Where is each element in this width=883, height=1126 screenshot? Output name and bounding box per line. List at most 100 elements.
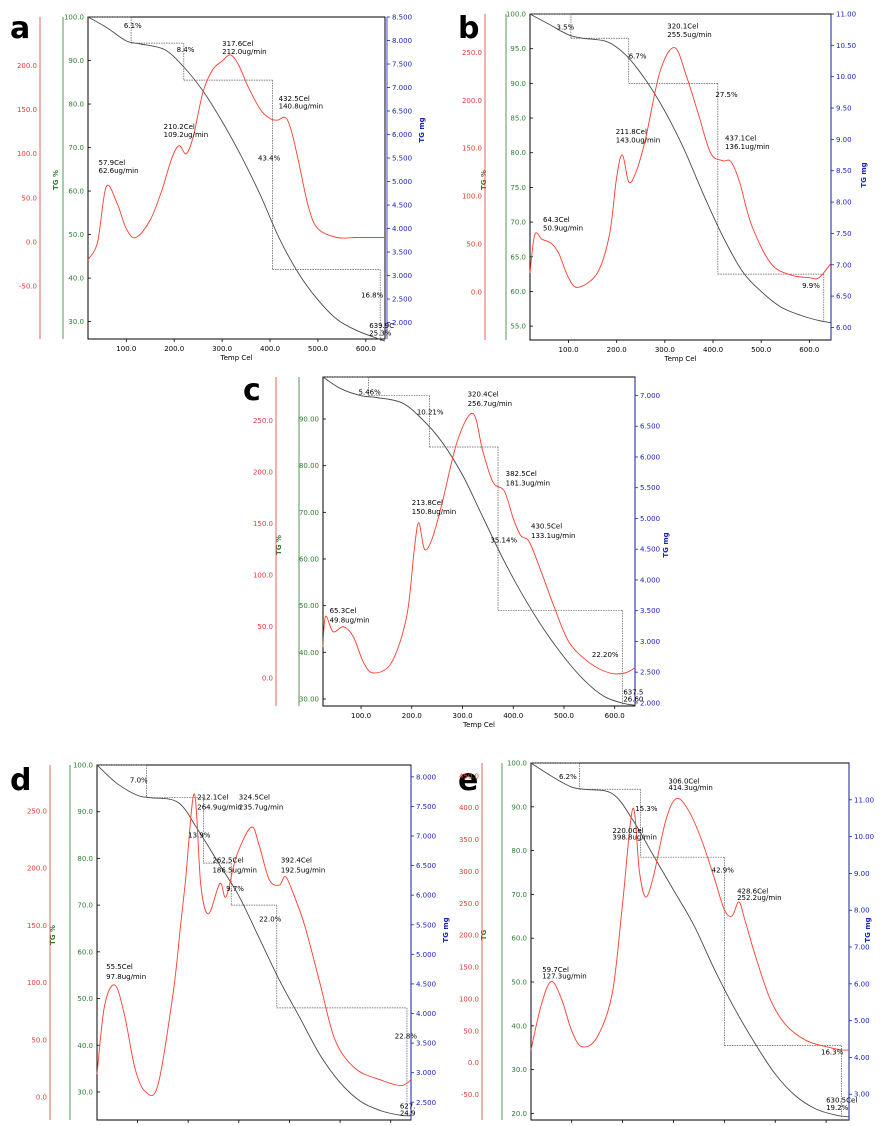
mg-tick-label: 2.500 <box>392 296 412 304</box>
mg-tick-label: 8.00 <box>854 907 870 915</box>
peak-annotation: 213.8Cel <box>412 499 443 507</box>
dtg-tick-label: 150.0 <box>17 106 37 114</box>
mg-tick-label: 8.50 <box>836 167 852 175</box>
tg-tick-label: 80.0 <box>511 847 527 855</box>
peak-annotation: 320.4Cel <box>468 391 499 399</box>
peak-annotation: 22.20% <box>592 651 619 659</box>
mg-tick-label: 9.00 <box>836 136 852 144</box>
mg-tick-label: 7.500 <box>416 803 436 811</box>
peak-annotation: 25.3% <box>369 330 392 338</box>
dtg-tick-label: 50.0 <box>257 623 273 631</box>
peak-annotation: 16.8% <box>361 292 384 300</box>
mg-tick-label: 5.500 <box>416 921 436 929</box>
dtg-tick-label: 150.0 <box>459 964 479 972</box>
peak-annotation: 324.5Cel <box>239 793 270 801</box>
dtg-tick-label: 150.0 <box>27 922 47 930</box>
plot-frame <box>87 16 386 340</box>
peak-annotation: 140.8ug/min <box>279 103 323 111</box>
peak-annotation: 43.4% <box>258 155 281 163</box>
tg-tick-label: 90.0 <box>77 808 93 816</box>
mg-tick-label: 5.000 <box>640 515 660 523</box>
peak-annotation: 6.2% <box>559 773 577 781</box>
mg-axis-title: TG mg <box>442 917 450 942</box>
tg-tick-label: 70.0 <box>510 219 526 227</box>
peak-annotation: 414.3ug/min <box>668 784 712 792</box>
mg-tick-label: 8.000 <box>416 773 436 781</box>
mg-tick-label: 6.500 <box>640 423 660 431</box>
x-tick-label: 400.0 <box>503 712 523 720</box>
peak-annotation: 255.5ug/min <box>667 31 711 39</box>
mg-tick-label: 5.000 <box>416 951 436 959</box>
mg-tick-label: 9.00 <box>854 870 870 878</box>
tg-axis-title: TG % <box>480 170 488 190</box>
mg-tick-label: 7.00 <box>854 944 870 952</box>
mg-tick-label: 2.500 <box>416 1099 436 1107</box>
tg-tick-label: 50.0 <box>511 979 527 987</box>
dtg-tick-label: 100.0 <box>17 150 37 158</box>
dtg-tick-label: 200.0 <box>27 865 47 873</box>
mg-tick-label: 2.000 <box>392 319 412 327</box>
peak-annotation: 13.9% <box>188 831 211 839</box>
tg-tick-label: 50.0 <box>77 995 93 1003</box>
peak-annotation: 430.5Cel <box>531 523 562 531</box>
dtg-curve <box>530 797 850 1051</box>
dtg-tick-label: 200.0 <box>17 62 37 70</box>
mg-tick-label: 4.000 <box>392 225 412 233</box>
mg-tick-label: 7.000 <box>416 833 436 841</box>
peak-annotation: 235.7ug/min <box>239 804 283 812</box>
tg-tick-label: 30.0 <box>68 318 84 326</box>
mg-tick-label: 11.00 <box>836 11 856 19</box>
mg-tick-label: 5.500 <box>640 484 660 492</box>
peak-annotation: 3.5% <box>556 23 574 31</box>
dtg-tick-label: 200.0 <box>253 468 273 476</box>
tg-tick-label: 90.00 <box>299 416 319 424</box>
tg-tick-label: 40.0 <box>511 1022 527 1030</box>
peak-annotation: 136.1ug/min <box>725 143 769 151</box>
tg-curve <box>87 16 386 342</box>
dtg-tick-label: 250.0 <box>462 49 482 57</box>
mg-tick-label: 10.50 <box>836 42 856 50</box>
dtg-tick-label: 200.0 <box>462 97 482 105</box>
x-tick-label: 600.0 <box>605 712 625 720</box>
x-tick-label: 600.0 <box>356 345 376 353</box>
mg-tick-label: 3.000 <box>392 272 412 280</box>
mg-tick-label: 5.000 <box>392 178 412 186</box>
mg-tick-label: 7.000 <box>640 392 660 400</box>
mg-tick-label: 6.000 <box>392 131 412 139</box>
mg-tick-label: 8.000 <box>392 37 412 45</box>
dtg-curve <box>96 793 412 1097</box>
tg-curve <box>322 376 636 706</box>
tg-axis-title: TG % <box>49 925 57 945</box>
peak-annotation: 262.5Cel <box>212 856 243 864</box>
mg-axis-title: TG mg <box>418 117 426 142</box>
dtg-tick-label: 350.0 <box>459 836 479 844</box>
x-tick-label: 200.0 <box>402 712 422 720</box>
peak-annotation: 19.2% <box>826 1104 849 1112</box>
peak-annotation: 212.0ug/min <box>222 48 266 56</box>
peak-annotation: 64.3Cel <box>543 216 570 224</box>
peak-annotation: 220.0Cel <box>612 827 643 835</box>
mg-tick-label: 4.500 <box>640 546 660 554</box>
tg-tick-label: 80.0 <box>68 101 84 109</box>
tg-tick-label: 80.0 <box>510 149 526 157</box>
tg-tick-label: 60.0 <box>511 935 527 943</box>
peak-annotation: 211.8Cel <box>616 128 647 136</box>
dtg-tick-label: 450.0 <box>459 772 479 780</box>
tg-axis-title: TG % <box>52 170 60 190</box>
dtg-tick-label: 50.0 <box>21 194 37 202</box>
peak-annotation: 109.2ug/min <box>164 131 208 139</box>
dtg-tick-label: 100.0 <box>462 193 482 201</box>
peak-annotation: 62.6ug/min <box>99 167 139 175</box>
x-tick-label: 200.0 <box>607 346 627 354</box>
dtg-tick-label: 300.0 <box>459 868 479 876</box>
peak-annotation: 133.1ug/min <box>531 532 575 540</box>
mg-tick-label: 2.500 <box>640 669 660 677</box>
x-tick-label: 600.0 <box>799 346 819 354</box>
mg-tick-label: 10.00 <box>836 73 856 81</box>
tg-tick-label: 60.0 <box>510 288 526 296</box>
peak-annotation: 630.5Cel <box>826 1096 857 1104</box>
mg-tick-label: 6.000 <box>640 453 660 461</box>
mg-tick-label: 4.00 <box>854 1054 870 1062</box>
tg-tick-label: 90.0 <box>68 57 84 65</box>
